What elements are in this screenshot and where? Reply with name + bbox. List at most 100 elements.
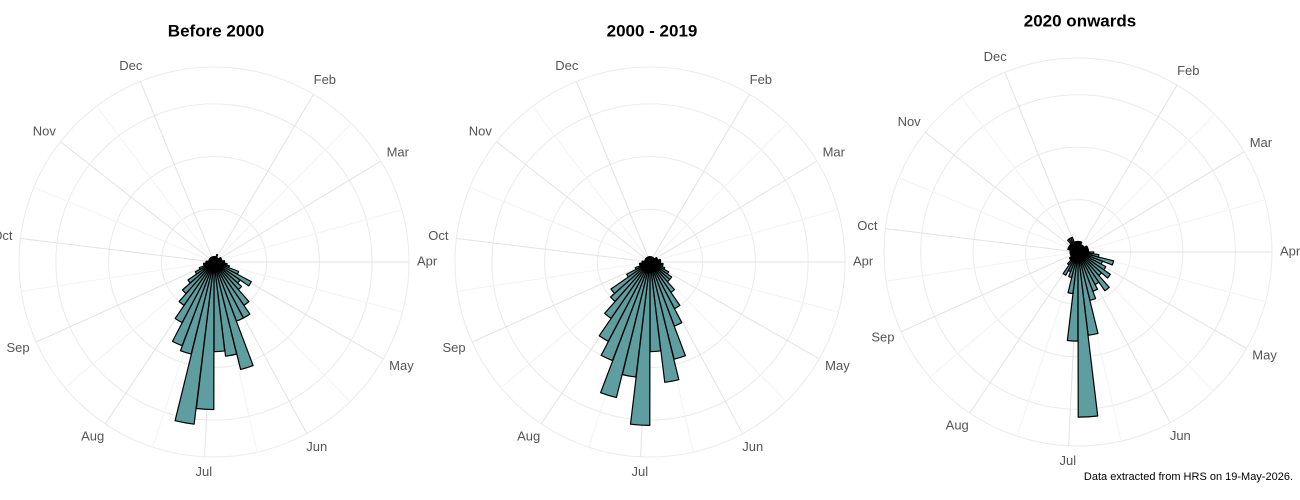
polar-chart: 2020 onwards Feb Mar Apr May Jun Jul Aug Sep Oct N…: [857, 11, 1300, 468]
bar: [649, 261, 680, 383]
minor-spoke: [649, 261, 839, 313]
grid-spoke: [35, 261, 215, 343]
x-tick-label: Nov: [898, 114, 922, 129]
x-tick-label: Aug: [946, 418, 969, 433]
bar: [1077, 251, 1099, 418]
chart-title: 2020 onwards: [1024, 11, 1136, 30]
x-tick-label: Sep: [6, 340, 29, 355]
minor-spoke: [886, 251, 1079, 282]
grid-spoke: [924, 131, 1079, 253]
grid-spoke: [969, 251, 1079, 414]
bar: [178, 261, 215, 306]
x-tick-label: Apr: [417, 253, 438, 268]
x-tick-label: May: [389, 358, 414, 373]
grid-spoke: [471, 261, 651, 343]
grid-spoke: [649, 160, 818, 263]
polar-chart: Before 2000 Feb Mar Apr May Jun Jul Aug Sep Oct No…: [0, 21, 438, 479]
minor-spoke: [1077, 251, 1214, 392]
x-tick-label: May: [825, 358, 850, 373]
x-tick-label: Oct: [428, 228, 449, 243]
x-tick-label: Apr: [1280, 243, 1300, 258]
x-tick-label: Mar: [387, 144, 410, 159]
minor-spoke: [457, 261, 651, 292]
minor-spoke: [649, 261, 787, 402]
minor-spoke: [1016, 251, 1079, 437]
minor-spoke: [64, 261, 215, 389]
bar: [181, 261, 215, 295]
bar: [213, 261, 254, 371]
x-tick-label: Jul: [631, 464, 648, 479]
grid-spoke: [456, 237, 651, 263]
x-tick-label: Sep: [442, 340, 465, 355]
x-tick-label: Mar: [823, 144, 846, 159]
minor-spoke: [96, 106, 215, 263]
x-tick-label: Dec: [984, 49, 1008, 64]
grid-spoke: [885, 228, 1079, 253]
minor-spoke: [532, 106, 651, 263]
x-tick-label: May: [1252, 348, 1277, 363]
x-tick-label: Mar: [1250, 135, 1273, 150]
grid-spoke: [213, 94, 314, 263]
grid-spoke: [649, 261, 820, 360]
bar: [610, 261, 651, 295]
bar: [626, 261, 651, 278]
chart-title: Before 2000: [168, 21, 264, 40]
bar: [187, 261, 215, 284]
x-tick-label: Feb: [1177, 63, 1199, 78]
grid-spoke: [60, 141, 215, 263]
bar: [213, 261, 238, 357]
minor-spoke: [649, 123, 788, 263]
grid-spoke: [1077, 251, 1247, 349]
bar: [1076, 240, 1079, 253]
bar: [648, 256, 651, 263]
grid-spoke: [213, 160, 382, 263]
grid-spoke: [20, 237, 215, 263]
x-tick-label: Jun: [742, 439, 763, 454]
minor-spoke: [898, 177, 1079, 253]
x-tick-label: Apr: [853, 253, 874, 268]
grid-spoke: [1077, 151, 1245, 253]
grid-spoke: [1077, 84, 1178, 253]
bar: [598, 261, 651, 342]
minor-spoke: [213, 209, 402, 263]
x-tick-label: Nov: [469, 123, 493, 138]
bar: [212, 256, 215, 263]
minor-spoke: [213, 261, 403, 313]
grid-spoke: [576, 81, 651, 263]
chart-title: 2000 - 2019: [607, 21, 698, 40]
x-tick-label: Oct: [857, 218, 878, 233]
minor-spoke: [469, 186, 651, 263]
bar: [600, 261, 651, 362]
minor-spoke: [929, 251, 1079, 378]
x-tick-label: Sep: [871, 330, 894, 345]
minor-spoke: [33, 186, 215, 263]
x-tick-label: Aug: [517, 429, 540, 444]
grid-spoke: [900, 251, 1079, 333]
minor-spoke: [960, 96, 1079, 253]
grid-spoke: [649, 94, 750, 263]
x-tick-label: Dec: [555, 58, 579, 73]
x-tick-label: Jun: [1170, 428, 1191, 443]
bar: [604, 261, 651, 319]
grid-spoke: [1004, 72, 1079, 253]
x-tick-label: Nov: [33, 123, 57, 138]
bar: [609, 261, 651, 303]
minor-spoke: [649, 209, 838, 263]
x-tick-label: Feb: [314, 72, 336, 87]
minor-spoke: [1077, 199, 1266, 253]
x-tick-label: Aug: [81, 429, 104, 444]
x-tick-label: Oct: [0, 228, 13, 243]
polar-chart: 2000 - 2019 Feb Mar Apr May Jun Jul Aug Sep Oct No…: [428, 21, 874, 479]
bar: [1077, 251, 1110, 292]
minor-spoke: [213, 123, 352, 263]
x-tick-label: Dec: [119, 58, 143, 73]
x-tick-label: Feb: [750, 72, 772, 87]
minor-spoke: [1077, 113, 1215, 253]
caption: Data extracted from HRS on 19-May-2026.: [1084, 471, 1293, 483]
minor-spoke: [21, 261, 215, 292]
x-tick-label: Jul: [195, 464, 212, 479]
grid-spoke: [496, 141, 651, 263]
x-tick-label: Jul: [1060, 453, 1077, 468]
